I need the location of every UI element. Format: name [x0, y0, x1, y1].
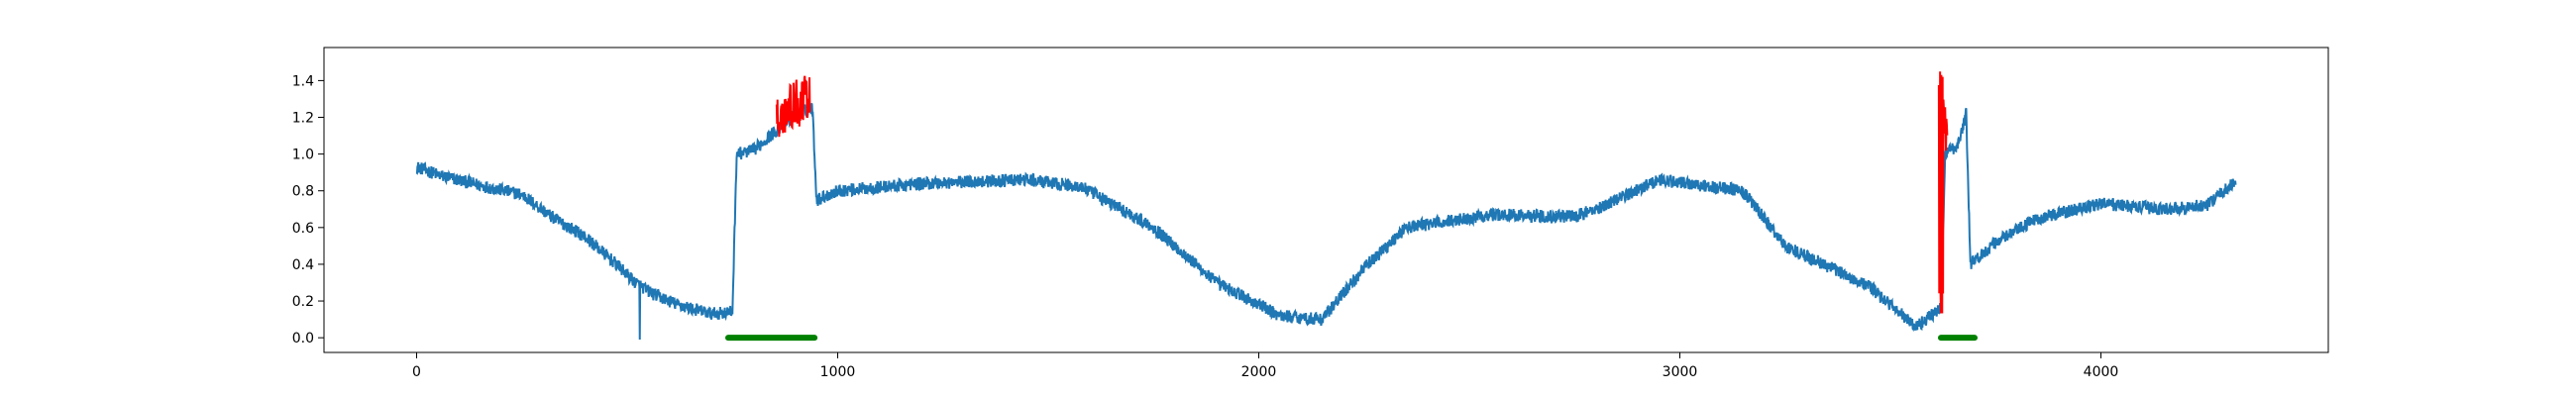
plot-area — [415, 71, 2237, 342]
axes: 0 1000 2000 3000 4000 0.0 0.2 0.4 0.6 0.8 1.0 1.2 1.… — [292, 47, 2329, 380]
x-tick-label: 0 — [412, 364, 421, 380]
y-tick-label: 0.8 — [292, 184, 314, 200]
x-tick-label: 4000 — [2084, 364, 2119, 380]
axes-frame — [323, 47, 2329, 353]
x-tick-label: 2000 — [1241, 364, 1277, 380]
series-anomaly-segment-1 — [775, 75, 811, 138]
y-tick-label: 0.4 — [292, 257, 314, 273]
y-tick-label: 1.4 — [292, 73, 314, 89]
series-anomaly-segment-2 — [1937, 71, 1949, 314]
x-tick-label: 3000 — [1663, 364, 1698, 380]
y-tick-label: 0.6 — [292, 221, 314, 237]
series-signal-line — [415, 103, 2237, 341]
y-tick-label: 1.0 — [292, 148, 314, 163]
y-tick-label: 0.2 — [292, 294, 314, 310]
y-tick-label: 0.0 — [292, 331, 314, 346]
y-tick-label: 1.2 — [292, 111, 314, 127]
x-tick-label: 1000 — [820, 364, 856, 380]
